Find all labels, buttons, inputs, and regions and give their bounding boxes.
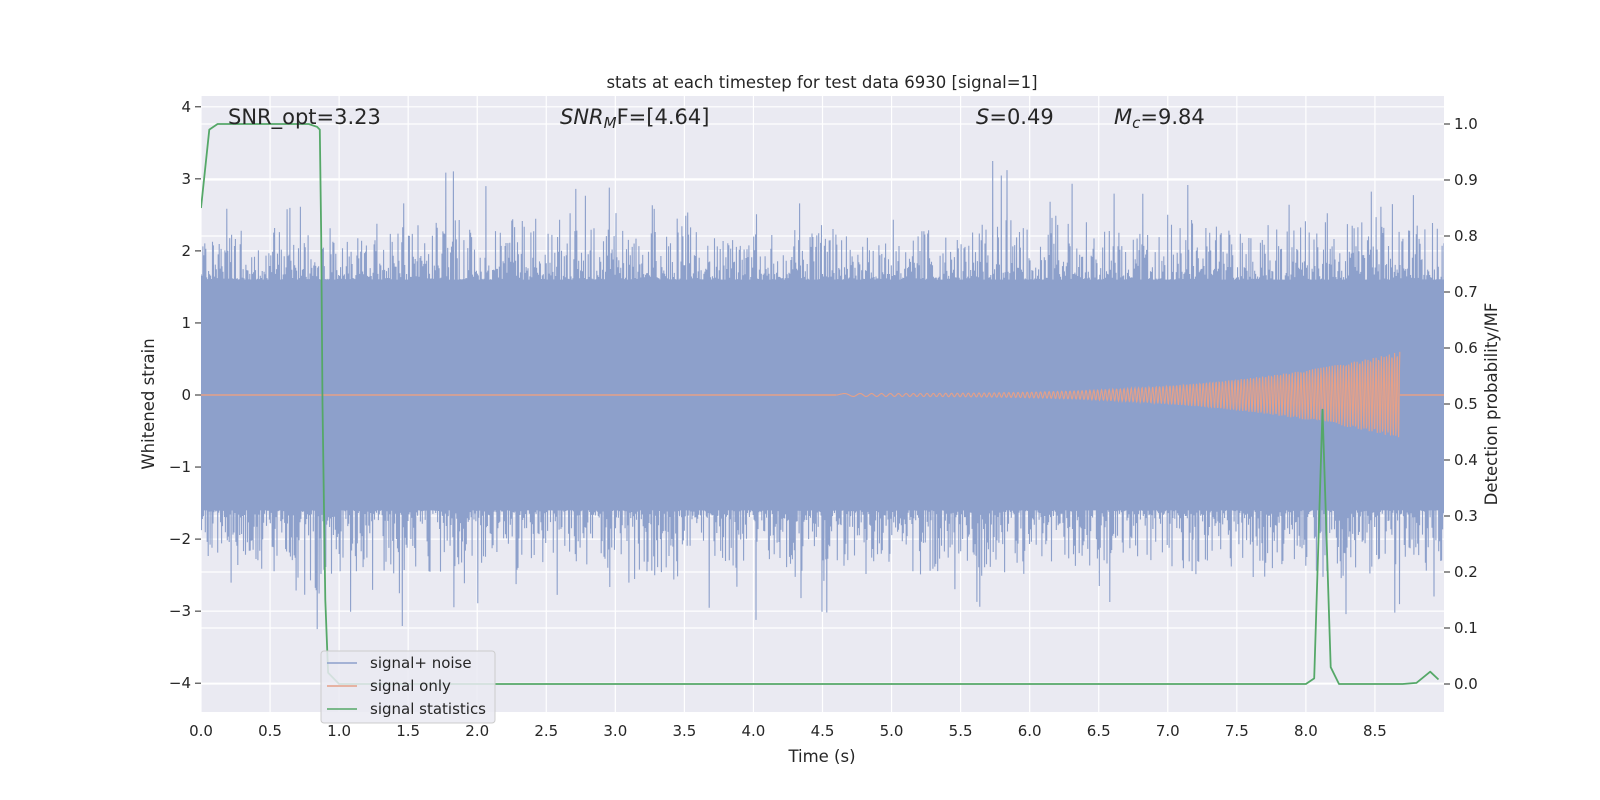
y-axis-right-label: Detection probability/MF [1482,303,1501,506]
y-tick-label: −3 [169,602,191,620]
x-tick-label: 8.0 [1294,722,1318,740]
x-tick-label: 0.0 [189,722,213,740]
mc-sub: c [1132,114,1141,132]
x-tick-label: 6.0 [1018,722,1042,740]
s-var: S [976,105,989,129]
y-right-tick-label: 0.3 [1454,507,1478,525]
legend-label-signal-noise: signal+ noise [370,654,472,672]
y-right-tick-label: 0.4 [1454,451,1478,469]
s-rest: =0.49 [989,105,1053,129]
y-right-tick-label: 0.2 [1454,563,1478,581]
y-right-tick-label: 0.9 [1454,171,1478,189]
snr-opt-annotation: SNR_opt=3.23 [228,105,381,130]
x-tick-label: 1.0 [327,722,351,740]
mc-var: M [1114,105,1132,129]
legend: signal+ noise signal only signal statist… [320,650,496,724]
mc-rest: =9.84 [1140,105,1204,129]
series-layer [201,123,1444,685]
y-tick-label: −4 [169,674,191,692]
x-tick-label: 3.5 [672,722,696,740]
x-tick-label: 8.5 [1363,722,1387,740]
x-axis-label: Time (s) [787,747,855,766]
y-right-tick-label: 0.6 [1454,339,1478,357]
signal-chirp [836,351,1401,438]
x-tick-label: 4.5 [811,722,835,740]
y-right-tick-label: 0.7 [1454,283,1478,301]
snr-mf-sub: M [604,114,617,132]
x-tick-label: 2.0 [465,722,489,740]
legend-label-signal-statistics: signal statistics [370,700,486,718]
y-right-tick-label: 0.8 [1454,227,1478,245]
x-tick-label: 3.0 [603,722,627,740]
y-right-tick-label: 0.1 [1454,619,1478,637]
ticks: 0.0 0.5 1.0 1.5 2.0 2.5 3.0 3.5 4.0 4.5 5.0 5.5 6.0 6… [169,98,1478,740]
mc-annotation: Mc=9.84 [1114,105,1205,132]
x-tick-label: 6.5 [1087,722,1111,740]
y-right-tick-label: 0.5 [1454,395,1478,413]
y-tick-label: −2 [169,530,191,548]
x-tick-label: 4.0 [742,722,766,740]
x-tick-label: 1.5 [396,722,420,740]
x-tick-label: 5.5 [949,722,973,740]
series-signal-only [201,351,1444,438]
y-right-tick-label: 1.0 [1454,115,1478,133]
y-tick-label: 2 [181,242,191,260]
y-right-tick-label: 0.0 [1454,675,1478,693]
x-tick-label: 2.5 [534,722,558,740]
legend-box [320,650,496,724]
y-axis-label: Whitened strain [139,338,158,469]
snr-mf-annotation: SNRMF=[4.64] [560,105,709,132]
series-signal-statistics [201,123,1440,685]
y-tick-label: 0 [181,386,191,404]
y-tick-label: 4 [181,98,191,116]
legend-label-signal-only: signal only [370,677,451,695]
chart-title: stats at each timestep for test data 693… [606,73,1037,92]
x-tick-label: 7.0 [1156,722,1180,740]
x-tick-label: 0.5 [258,722,282,740]
noise-trace [201,160,1444,630]
x-tick-label: 7.5 [1225,722,1249,740]
y-tick-label: −1 [169,458,191,476]
snr-mf-base: SNR [560,105,604,129]
snr-mf-rest: F=[4.64] [617,105,710,129]
x-tick-label: 5.0 [880,722,904,740]
s-annotation: S=0.49 [976,105,1054,129]
y-tick-label: 1 [181,314,191,332]
y-tick-label: 3 [181,170,191,188]
